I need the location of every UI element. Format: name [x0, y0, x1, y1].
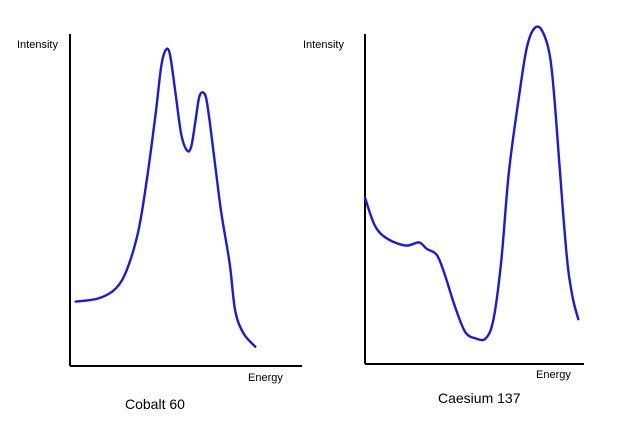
x-axis-label: Energy	[536, 369, 571, 381]
series-line	[363, 25, 580, 342]
x-axis-label: Energy	[248, 372, 283, 384]
y-axis-label: Intensity	[17, 39, 58, 51]
series-line	[74, 47, 257, 348]
chart-panel-caesium-137: Intensity Energy Caesium 137	[303, 25, 584, 406]
chart-title: Caesium 137	[438, 390, 521, 406]
chart-title: Cobalt 60	[125, 396, 185, 412]
chart-panel-cobalt-60: Intensity Energy Cobalt 60	[17, 34, 302, 412]
y-axis-label: Intensity	[303, 39, 344, 51]
